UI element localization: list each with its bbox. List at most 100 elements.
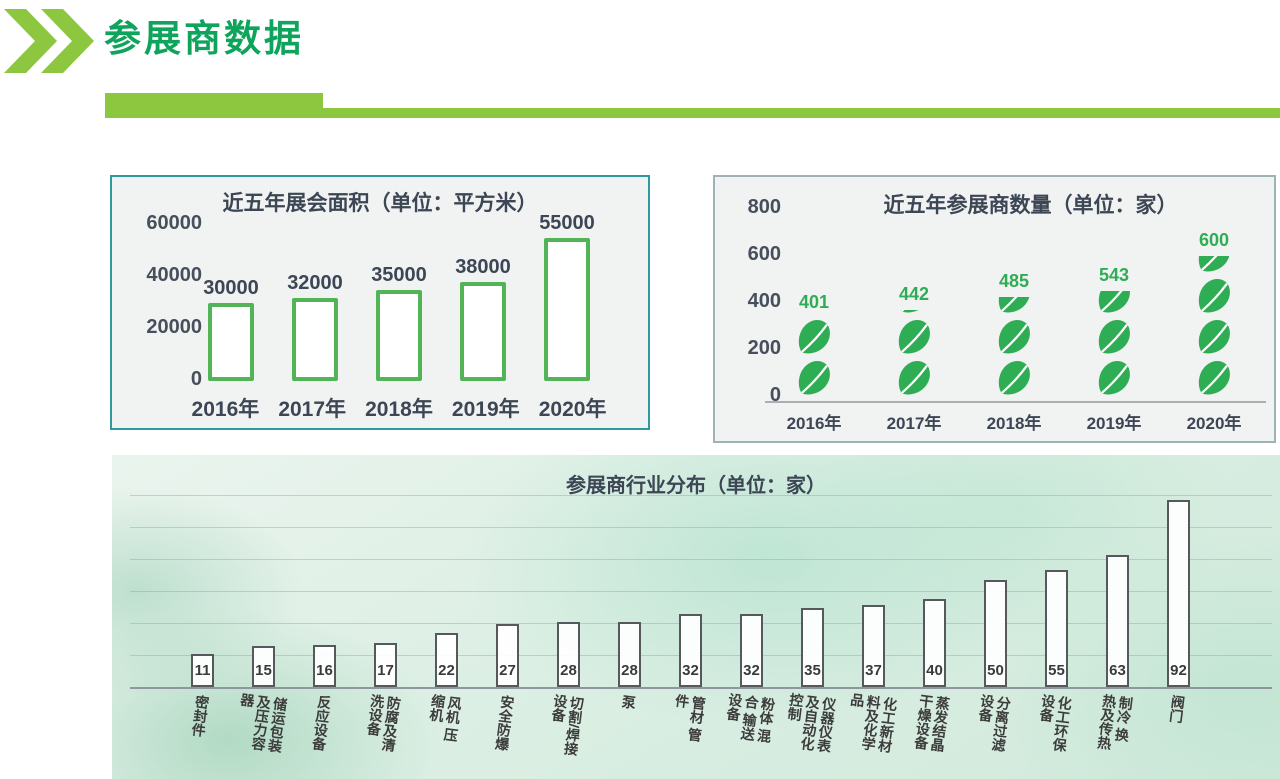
x-axis-label: 2018年: [365, 398, 433, 421]
bar: [374, 643, 397, 687]
bar-slot: 28: [538, 622, 599, 687]
count-value-label: 401: [798, 292, 830, 312]
bar: [618, 622, 641, 687]
bar: [740, 614, 763, 687]
category-label: 防腐及清 洗设备: [365, 693, 403, 753]
partial-leaf-icon: [1095, 291, 1133, 313]
gridline: [130, 527, 1272, 528]
industry-distribution-chart: 参展商行业分布（单位：家） 11 15 16 17 22 27 28 28 32 32 35 37 40…: [112, 455, 1280, 779]
category-label-cell: 分离过滤 设备: [965, 693, 1026, 779]
category-label-cell: 粉体 混 合 输送 设备: [721, 692, 782, 779]
category-label: 化工环保 设备: [1037, 693, 1074, 753]
pictogram-column: 543: [1064, 265, 1164, 395]
bar: [801, 608, 824, 687]
bar-value-label: 28: [560, 662, 577, 679]
partial-leaf-icon: [895, 310, 933, 313]
leaf-icon: [1195, 359, 1233, 395]
bar-value-label: 15: [255, 662, 272, 679]
gridline: [130, 591, 1272, 592]
exhibitor-count-chart: 近五年参展商数量（单位：家） 800 600 400 200 0 401 442 485 54…: [713, 175, 1276, 443]
category-label-cell: 泵: [599, 694, 660, 779]
leaf-icon: [1098, 320, 1130, 354]
bar-slot: 15: [233, 646, 294, 687]
bar-value-label: 55: [1048, 662, 1065, 679]
page-title: 参展商数据: [104, 19, 304, 60]
bar-slot: 92: [1148, 500, 1209, 687]
leaf-icon: [1195, 277, 1233, 313]
bar-slot: 32: [660, 614, 721, 687]
category-label-cell: 阀门: [1148, 694, 1209, 779]
bar: [1045, 570, 1068, 687]
category-label: 储运包装 及压力容 器: [238, 692, 289, 754]
category-label-cell: 化工新材 料及化学 品: [843, 692, 904, 779]
bar-value-label: 11: [194, 662, 211, 679]
y-tick-label: 40000: [146, 264, 202, 286]
leaf-icon: [798, 361, 830, 395]
pictogram-column: 442: [864, 284, 964, 395]
category-label-cell: 储运包装 及压力容 器: [233, 692, 294, 779]
pictogram-column: 600: [1164, 230, 1264, 395]
bar: [1106, 555, 1129, 687]
leaf-icon: [900, 310, 919, 313]
leaf-icon: [898, 361, 930, 395]
category-label: 管材 管 件: [673, 693, 708, 743]
category-label: 切割/焊接 设备: [549, 693, 586, 757]
category-label-cell: 防腐及清 洗设备: [355, 693, 416, 779]
category-label: 仪器仪表 及自动化 控制: [785, 692, 838, 754]
count-chart-plot: 401 442 485 543 600: [764, 191, 1264, 395]
bar-value-label: 38000: [455, 256, 511, 278]
leaf-icon: [1098, 361, 1130, 395]
industry-chart-plot: 11 15 16 17 22 27 28 28 32 32 35 37 40 50 55 63 92: [172, 495, 1209, 687]
bar-value-label: 22: [438, 662, 455, 679]
y-tick-label: 800: [747, 196, 781, 218]
bar: [544, 238, 590, 381]
chart-title: 近五年展会面积（单位：平方米）: [222, 192, 538, 215]
bar-slot: 16: [294, 645, 355, 687]
bar: [1167, 500, 1190, 687]
count-value-label: 442: [898, 284, 930, 304]
x-axis-label: 2016年: [786, 414, 842, 433]
bar-value-label: 32000: [287, 272, 343, 294]
bar: [292, 298, 338, 381]
leaf-icon: [798, 320, 830, 354]
bar-value-label: 37: [865, 662, 882, 679]
count-value-label: 543: [1098, 265, 1130, 285]
bar-slot: 50: [965, 580, 1026, 687]
bar-slot: 32: [721, 614, 782, 687]
bar-value-label: 30000: [203, 277, 259, 299]
category-label-cell: 仪器仪表 及自动化 控制: [782, 692, 843, 779]
leaf-icon: [998, 297, 1030, 313]
category-label: 反应设备: [310, 694, 334, 752]
category-label-cell: 安全防爆: [477, 694, 538, 779]
category-label: 化工新材 料及化学 品: [848, 692, 899, 754]
category-label-cell: 管材 管 件: [660, 693, 721, 779]
leaf-icon: [1095, 318, 1133, 354]
bar: [460, 282, 506, 381]
bar-slot: 55: [1026, 570, 1087, 687]
category-label: 蒸发结晶 干燥设备: [912, 693, 952, 753]
gridline: [130, 559, 1272, 560]
leaf-icon: [795, 318, 833, 354]
y-tick-label: 600: [747, 243, 781, 265]
bar-slot: 11: [172, 654, 233, 687]
title-underline-thin: [322, 108, 1280, 118]
partial-leaf-icon: [995, 297, 1033, 313]
leaf-icon: [1198, 320, 1230, 354]
leaf-icon: [995, 359, 1033, 395]
chart-title: 近五年参展商数量（单位：家）: [883, 194, 1178, 217]
category-label: 安全防爆: [493, 694, 517, 752]
category-label: 制冷 换 热及传热: [1095, 693, 1135, 751]
bar: [313, 645, 336, 687]
x-axis-label: 2019年: [1086, 414, 1142, 433]
bar-value-label: 32: [682, 662, 699, 679]
category-label-cell: 风机 压 缩机: [416, 693, 477, 779]
bar-value-label: 17: [377, 662, 394, 679]
count-value-label: 600: [1198, 230, 1230, 250]
category-label-cell: 制冷 换 热及传热: [1087, 693, 1148, 779]
exhibition-area-chart: 近五年展会面积（单位：平方米） 60000 40000 20000 0 30000 32…: [110, 175, 650, 430]
leaf-icon: [1095, 359, 1133, 395]
leaf-icon: [1198, 361, 1230, 395]
category-label-cell: 蒸发结晶 干燥设备: [904, 693, 965, 779]
leaf-icon: [995, 318, 1033, 354]
